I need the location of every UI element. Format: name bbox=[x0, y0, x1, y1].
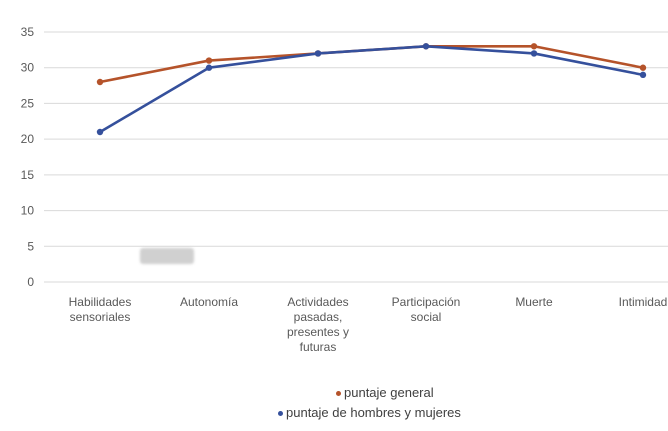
y-tick-label-5: 5 bbox=[27, 239, 34, 253]
series-0-point-4 bbox=[530, 43, 538, 50]
x-tick-label-line: presentes y bbox=[287, 325, 349, 339]
y-tick-label-30: 30 bbox=[21, 61, 35, 75]
x-tick-label-line: Actividades bbox=[287, 295, 348, 309]
x-tick-label-line: Habilidades bbox=[69, 295, 132, 309]
legend-item-puntaje-hombres-mujeres: puntaje de hombres y mujeres bbox=[278, 403, 461, 423]
y-tick-label-15: 15 bbox=[21, 168, 35, 182]
legend-swatch-puntaje-general bbox=[336, 391, 341, 397]
x-tick-label-5: Intimidad bbox=[619, 295, 668, 309]
y-tick-label-25: 25 bbox=[21, 96, 35, 110]
x-tick-label-3: Participación social bbox=[392, 295, 461, 324]
x-tick-label-0: Habilidades sensoriales bbox=[69, 295, 132, 324]
x-tick-label-line: social bbox=[411, 310, 442, 324]
series-0-point-1 bbox=[205, 57, 213, 64]
series-1-point-0 bbox=[96, 128, 104, 136]
series-1-point-4 bbox=[530, 50, 538, 57]
legend-item-puntaje-general: puntaje general bbox=[278, 383, 461, 403]
y-tick-label-10: 10 bbox=[21, 204, 35, 218]
series-1-point-3 bbox=[422, 43, 430, 50]
series-line-0 bbox=[98, 44, 645, 84]
legend-swatch-puntaje-hombres-mujeres bbox=[278, 411, 283, 417]
x-tick-label-line: futuras bbox=[300, 340, 337, 354]
stamp-image bbox=[140, 248, 194, 264]
y-tick-label-35: 35 bbox=[21, 25, 35, 39]
series-0-point-5 bbox=[639, 64, 647, 71]
x-tick-label-2: Actividades pasadas, presentes y futuras bbox=[287, 295, 349, 354]
series-1-point-5 bbox=[639, 71, 647, 79]
x-tick-label-line: Autonomía bbox=[180, 295, 238, 309]
x-tick-label-4: Muerte bbox=[515, 295, 553, 309]
series-1-point-2 bbox=[314, 50, 322, 57]
legend-label-puntaje-hombres-mujeres: puntaje de hombres y mujeres bbox=[286, 405, 461, 420]
x-tick-label-line: Muerte bbox=[515, 295, 553, 309]
legend: puntaje general puntaje de hombres y muj… bbox=[278, 383, 461, 423]
x-tick-label-line: pasadas, bbox=[294, 310, 343, 324]
y-tick-label-0: 0 bbox=[27, 275, 34, 289]
series-line-1 bbox=[98, 44, 645, 134]
x-tick-label-line: sensoriales bbox=[70, 310, 131, 324]
x-tick-label-line: Participación bbox=[392, 295, 461, 309]
series-1-point-1 bbox=[205, 64, 213, 71]
series-0-point-0 bbox=[96, 78, 104, 86]
x-tick-label-line: Intimidad bbox=[619, 295, 668, 309]
x-tick-label-1: Autonomía bbox=[180, 295, 238, 309]
y-tick-label-20: 20 bbox=[21, 132, 35, 146]
legend-label-puntaje-general: puntaje general bbox=[344, 385, 434, 400]
